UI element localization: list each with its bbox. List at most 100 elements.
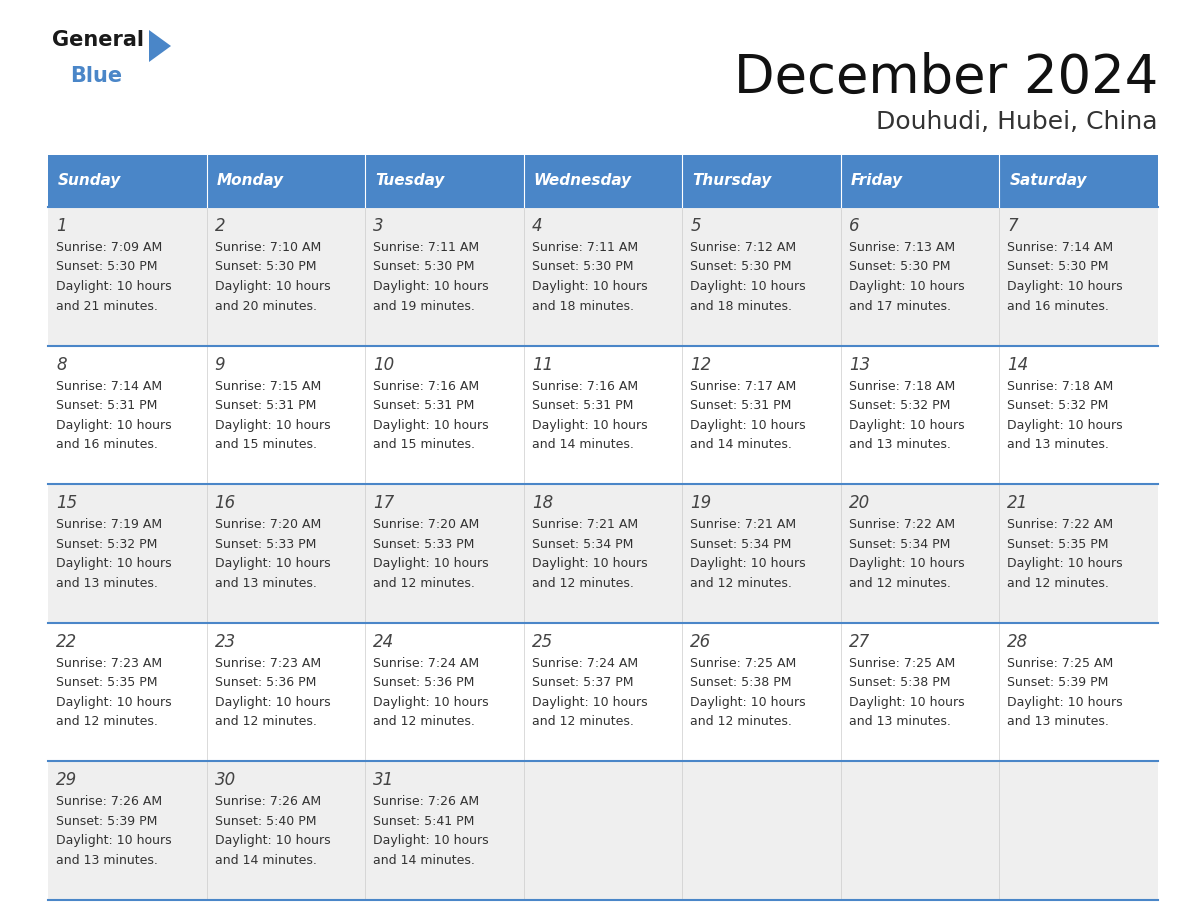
Text: Sunrise: 7:19 AM: Sunrise: 7:19 AM [56,518,162,532]
Text: Sunset: 5:31 PM: Sunset: 5:31 PM [373,399,474,412]
Text: Saturday: Saturday [1010,174,1087,188]
Text: Sunrise: 7:24 AM: Sunrise: 7:24 AM [532,656,638,670]
Bar [682,155,841,207]
Text: 10: 10 [373,355,394,374]
Text: 26: 26 [690,633,712,651]
Text: Friday: Friday [851,174,903,188]
Text: Sunset: 5:40 PM: Sunset: 5:40 PM [215,815,316,828]
Text: Sunrise: 7:16 AM: Sunrise: 7:16 AM [373,380,479,393]
Text: and 15 minutes.: and 15 minutes. [215,438,316,451]
Text: Daylight: 10 hours: Daylight: 10 hours [1007,696,1123,709]
Text: 25: 25 [532,633,552,651]
Text: Daylight: 10 hours: Daylight: 10 hours [373,834,488,847]
Text: and 21 minutes.: and 21 minutes. [56,299,158,312]
Text: Sunrise: 7:20 AM: Sunrise: 7:20 AM [215,518,321,532]
Text: Daylight: 10 hours: Daylight: 10 hours [1007,419,1123,431]
Text: Tuesday: Tuesday [375,174,444,188]
Text: Daylight: 10 hours: Daylight: 10 hours [215,557,330,570]
Text: 27: 27 [849,633,870,651]
Text: and 12 minutes.: and 12 minutes. [373,715,475,728]
Text: Sunset: 5:33 PM: Sunset: 5:33 PM [215,538,316,551]
Text: Sunset: 5:34 PM: Sunset: 5:34 PM [849,538,950,551]
Text: Sunrise: 7:17 AM: Sunrise: 7:17 AM [690,380,796,393]
Text: Daylight: 10 hours: Daylight: 10 hours [56,280,171,293]
Text: Sunrise: 7:26 AM: Sunrise: 7:26 AM [215,795,321,809]
Text: Daylight: 10 hours: Daylight: 10 hours [532,696,647,709]
Text: 9: 9 [215,355,226,374]
Text: 17: 17 [373,494,394,512]
Text: Sunset: 5:32 PM: Sunset: 5:32 PM [56,538,157,551]
Text: and 13 minutes.: and 13 minutes. [56,854,158,867]
Text: Daylight: 10 hours: Daylight: 10 hours [215,280,330,293]
Bar [365,155,524,207]
Text: Daylight: 10 hours: Daylight: 10 hours [690,419,805,431]
Text: Sunset: 5:36 PM: Sunset: 5:36 PM [373,677,474,689]
Text: and 18 minutes.: and 18 minutes. [532,299,633,312]
Bar [524,155,682,207]
Text: Sunset: 5:34 PM: Sunset: 5:34 PM [532,538,633,551]
Bar [48,484,1158,622]
Text: 24: 24 [373,633,394,651]
Text: Sunset: 5:31 PM: Sunset: 5:31 PM [215,399,316,412]
Bar [48,155,207,207]
Text: and 12 minutes.: and 12 minutes. [532,577,633,589]
Text: 4: 4 [532,217,543,235]
Text: Sunset: 5:31 PM: Sunset: 5:31 PM [532,399,633,412]
Text: Sunrise: 7:23 AM: Sunrise: 7:23 AM [215,656,321,670]
Text: 29: 29 [56,771,77,789]
Text: and 13 minutes.: and 13 minutes. [1007,715,1110,728]
Bar [841,155,999,207]
Text: Daylight: 10 hours: Daylight: 10 hours [690,696,805,709]
Text: Sunset: 5:35 PM: Sunset: 5:35 PM [56,677,158,689]
Text: Sunset: 5:30 PM: Sunset: 5:30 PM [690,261,791,274]
Text: and 13 minutes.: and 13 minutes. [849,715,950,728]
Text: Sunrise: 7:09 AM: Sunrise: 7:09 AM [56,241,163,254]
Text: 23: 23 [215,633,236,651]
Text: Sunrise: 7:21 AM: Sunrise: 7:21 AM [532,518,638,532]
Text: Douhudi, Hubei, China: Douhudi, Hubei, China [877,110,1158,134]
Text: Daylight: 10 hours: Daylight: 10 hours [215,834,330,847]
Text: Blue: Blue [70,66,122,86]
Text: Sunrise: 7:14 AM: Sunrise: 7:14 AM [56,380,162,393]
Text: and 12 minutes.: and 12 minutes. [532,715,633,728]
Text: 18: 18 [532,494,552,512]
Text: Wednesday: Wednesday [533,174,632,188]
Text: 5: 5 [690,217,701,235]
Text: Sunset: 5:35 PM: Sunset: 5:35 PM [1007,538,1108,551]
Text: Sunrise: 7:26 AM: Sunrise: 7:26 AM [56,795,162,809]
Text: 28: 28 [1007,633,1029,651]
Bar [999,155,1158,207]
Text: Daylight: 10 hours: Daylight: 10 hours [849,696,965,709]
Text: General: General [52,30,144,50]
Text: Sunrise: 7:18 AM: Sunrise: 7:18 AM [1007,380,1113,393]
Text: Sunset: 5:32 PM: Sunset: 5:32 PM [849,399,950,412]
Text: and 12 minutes.: and 12 minutes. [56,715,158,728]
Text: Daylight: 10 hours: Daylight: 10 hours [56,419,171,431]
Text: and 12 minutes.: and 12 minutes. [690,715,792,728]
Text: and 14 minutes.: and 14 minutes. [532,438,633,451]
Text: Daylight: 10 hours: Daylight: 10 hours [56,557,171,570]
Text: Daylight: 10 hours: Daylight: 10 hours [56,696,171,709]
Text: Sunset: 5:30 PM: Sunset: 5:30 PM [215,261,316,274]
Text: and 13 minutes.: and 13 minutes. [56,577,158,589]
Text: and 16 minutes.: and 16 minutes. [1007,299,1110,312]
Text: 12: 12 [690,355,712,374]
Bar [48,207,1158,345]
Text: Sunday: Sunday [58,174,121,188]
Text: Sunrise: 7:23 AM: Sunrise: 7:23 AM [56,656,162,670]
Bar [48,345,1158,484]
Text: Sunrise: 7:14 AM: Sunrise: 7:14 AM [1007,241,1113,254]
Text: Sunrise: 7:20 AM: Sunrise: 7:20 AM [373,518,480,532]
Text: Sunrise: 7:12 AM: Sunrise: 7:12 AM [690,241,796,254]
Text: and 12 minutes.: and 12 minutes. [849,577,950,589]
Text: 31: 31 [373,771,394,789]
Text: Sunset: 5:30 PM: Sunset: 5:30 PM [532,261,633,274]
Text: 14: 14 [1007,355,1029,374]
Text: and 14 minutes.: and 14 minutes. [373,854,475,867]
Text: and 19 minutes.: and 19 minutes. [373,299,475,312]
Text: Daylight: 10 hours: Daylight: 10 hours [1007,557,1123,570]
Text: 15: 15 [56,494,77,512]
Text: Sunset: 5:30 PM: Sunset: 5:30 PM [373,261,475,274]
Text: Sunset: 5:31 PM: Sunset: 5:31 PM [56,399,157,412]
Text: Sunset: 5:38 PM: Sunset: 5:38 PM [849,677,950,689]
